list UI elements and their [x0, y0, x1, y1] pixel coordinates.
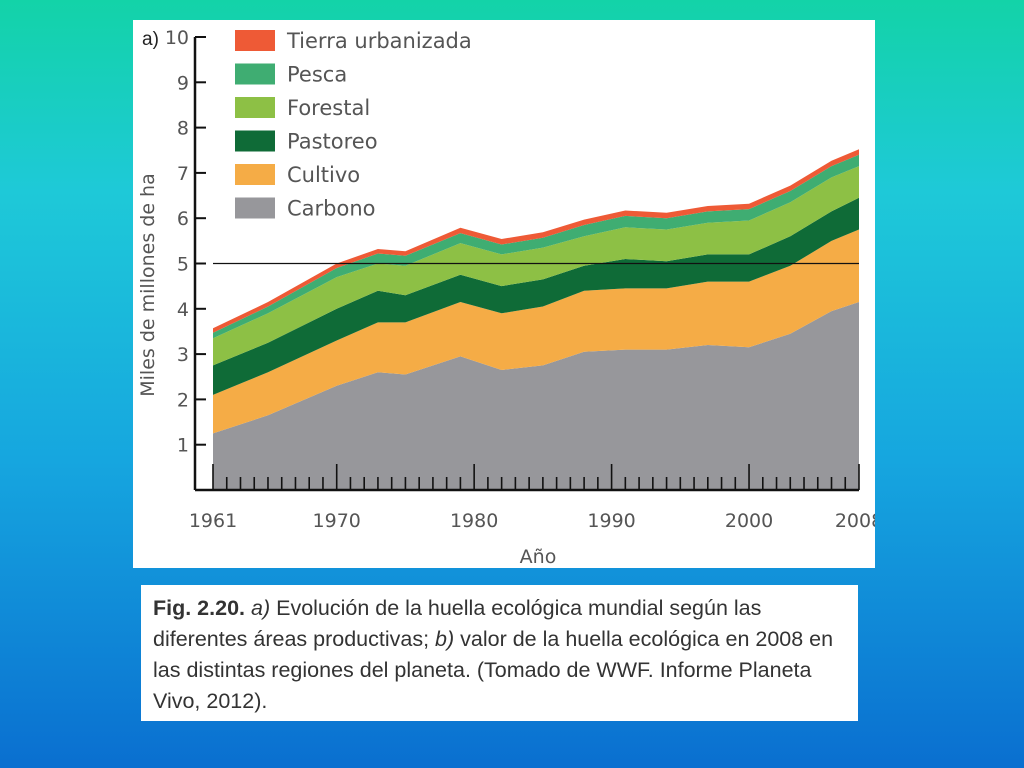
y-tick-label: 1: [177, 435, 189, 457]
legend-label: Pesca: [287, 63, 347, 87]
legend-swatch: [235, 164, 275, 185]
legend-swatch: [235, 97, 275, 118]
y-tick-label: 9: [177, 72, 189, 94]
legend-swatch: [235, 197, 275, 219]
x-tick-label: 1990: [587, 510, 635, 532]
area-pesca: [213, 154, 859, 339]
y-tick-label: 7: [177, 163, 189, 185]
area-cultivo: [213, 229, 859, 434]
legend-label: Tierra urbanizada: [286, 29, 472, 53]
y-tick-label: 4: [177, 299, 189, 321]
panel-label: a): [142, 29, 159, 50]
legend-swatch: [235, 30, 275, 51]
area-forestal: [213, 166, 859, 366]
areas-layer: [213, 149, 859, 490]
x-tick-label: 2000: [725, 510, 773, 532]
area-pastoreo: [213, 197, 859, 395]
axes-layer: 1 2 3 4 5 6 7 8 9 10 1961 1970 1980 1990 2000 2008: [165, 27, 875, 532]
y-tick-label: 5: [177, 254, 189, 276]
caption-part-b-text: valor de la huella ecológica en 2008 en …: [153, 627, 834, 713]
legend-label: Pastoreo: [287, 130, 378, 154]
legend-label: Forestal: [287, 96, 370, 120]
legend-swatch: [235, 130, 275, 152]
legend: Tierra urbanizada Pesca Forestal Pastoreo Cu…: [235, 29, 472, 221]
y-tick-label: 3: [177, 344, 189, 366]
y-tick-label: 8: [177, 118, 189, 140]
x-tick-label: 1970: [313, 510, 361, 532]
caption-part-a-label: a): [251, 596, 271, 620]
x-tick-label: 2008: [835, 510, 875, 532]
y-tick-label: 2: [177, 389, 189, 411]
y-axis-label: Miles de millones de ha: [137, 173, 159, 396]
legend-label: Cultivo: [287, 163, 360, 187]
caption-fig-label: Fig. 2.20.: [153, 596, 246, 620]
y-tick-label: 6: [177, 208, 189, 230]
x-axis-label: Año: [520, 546, 557, 568]
chart-panel: 1 2 3 4 5 6 7 8 9 10 1961 1970 1980 1990 2000 2008 Tier…: [133, 20, 875, 568]
area-carbono: [213, 302, 859, 490]
stacked-area-chart: 1 2 3 4 5 6 7 8 9 10 1961 1970 1980 1990 2000 2008 Tier…: [137, 27, 875, 568]
x-tick-label: 1980: [450, 510, 498, 532]
legend-label: Carbono: [287, 197, 376, 221]
caption-part-b-label: b): [435, 627, 455, 651]
x-tick-label: 1961: [189, 510, 237, 532]
y-tick-label: 10: [165, 27, 189, 49]
legend-swatch: [235, 63, 275, 85]
caption-part-a-text: Evolución de la huella ecológica mundial…: [153, 596, 762, 651]
figure-caption: Fig. 2.20. a) Evolución de la huella eco…: [141, 585, 858, 721]
